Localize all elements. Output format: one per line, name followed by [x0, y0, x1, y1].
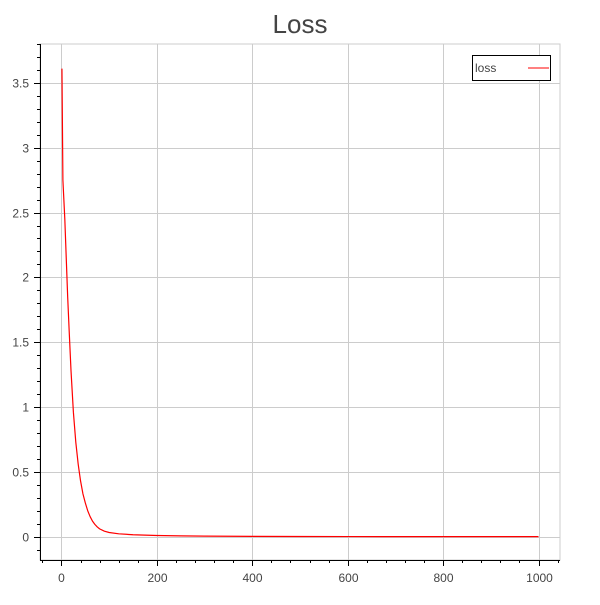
legend-label: loss: [475, 61, 496, 75]
y-tick-label: 0.5: [12, 466, 29, 480]
y-tick-label: 2: [22, 271, 29, 285]
x-tick-label: 600: [338, 571, 358, 585]
x-tick-label: 200: [147, 571, 167, 585]
y-tick-label: 0: [22, 531, 29, 545]
series-line-loss: [61, 68, 539, 538]
y-tick-label: 1.5: [12, 336, 29, 350]
y-tick-label: 3.5: [12, 77, 29, 91]
plot-frame: [39, 43, 561, 561]
y-tick-label: 2.5: [12, 207, 29, 221]
x-tick-label: 1000: [526, 571, 553, 585]
x-tick-label: 400: [242, 571, 262, 585]
y-tick-label: 1: [22, 401, 29, 415]
chart-title: Loss: [272, 9, 328, 39]
x-tick-label: 800: [433, 571, 453, 585]
x-tick-label: 0: [58, 571, 65, 585]
y-tick-label: 3: [22, 142, 29, 156]
